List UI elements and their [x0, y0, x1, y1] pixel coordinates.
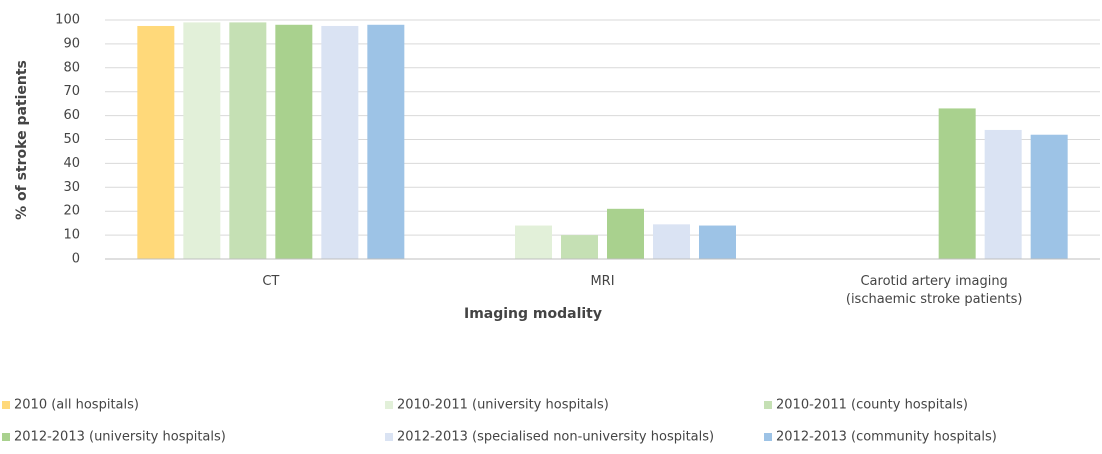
- x-axis-title: Imaging modality: [464, 306, 602, 322]
- legend-label: 2010 (all hospitals): [14, 398, 139, 413]
- x-tick-label: CT: [262, 274, 280, 289]
- y-axis-title: % of stroke patients: [14, 60, 30, 220]
- legend-swatch: [764, 401, 772, 409]
- legend-label: 2012-2013 (university hospitals): [14, 430, 226, 445]
- y-tick-label: 40: [63, 156, 80, 171]
- y-tick-label: 100: [55, 13, 80, 28]
- legend-swatch: [2, 433, 10, 441]
- y-tick-label: 50: [63, 132, 80, 147]
- bar: [515, 225, 552, 259]
- bar: [561, 235, 598, 259]
- bar: [938, 108, 976, 260]
- legend-swatch: [385, 433, 393, 441]
- y-tick-label: 90: [63, 36, 80, 51]
- y-tick-label: 0: [72, 252, 80, 267]
- legend-label: 2012-2013 (community hospitals): [776, 430, 997, 445]
- y-tick-label: 30: [63, 180, 80, 195]
- bar: [183, 22, 221, 259]
- y-tick-label: 10: [63, 228, 80, 243]
- x-tick-label: MRI: [590, 274, 615, 289]
- bar: [137, 25, 175, 259]
- legend-swatch: [385, 401, 393, 409]
- bar: [275, 24, 313, 260]
- bar: [607, 208, 644, 259]
- legend-label: 2012-2013 (specialised non-university ho…: [397, 430, 714, 445]
- y-tick-label: 80: [63, 60, 80, 75]
- bar: [653, 224, 690, 259]
- y-tick-label: 70: [63, 84, 80, 99]
- legend-label: 2010-2011 (county hospitals): [776, 398, 968, 413]
- bar: [321, 25, 359, 259]
- bar: [367, 24, 405, 260]
- y-tick-label: 20: [63, 204, 80, 219]
- x-tick-label: Carotid artery imaging (ischaemic stroke…: [845, 274, 1023, 307]
- bar: [984, 129, 1022, 259]
- y-tick-label: 60: [63, 108, 80, 123]
- legend-swatch: [2, 401, 10, 409]
- legend-swatch: [764, 433, 772, 441]
- bar: [699, 225, 736, 259]
- bar: [1030, 134, 1068, 259]
- legend-label: 2010-2011 (university hospitals): [397, 398, 609, 413]
- bar: [229, 22, 267, 259]
